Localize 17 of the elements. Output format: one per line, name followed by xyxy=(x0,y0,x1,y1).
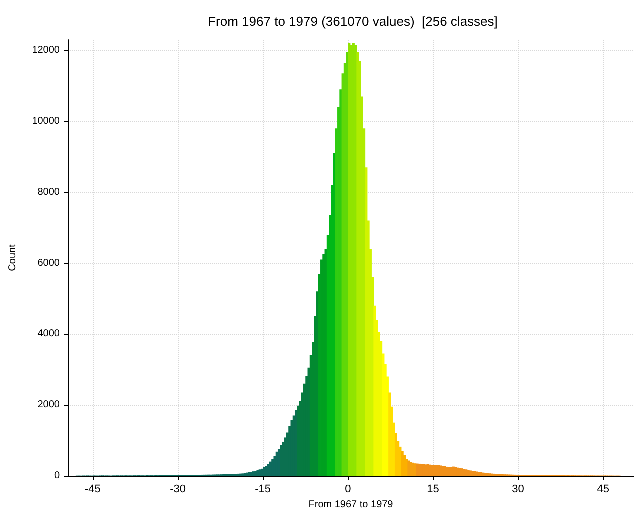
x-tick-label: 0 xyxy=(345,484,352,496)
y-tick-label: 4000 xyxy=(38,328,60,340)
x-tick-label: -45 xyxy=(85,484,101,496)
y-axis-title: Count xyxy=(8,244,18,272)
x-tick-label: -30 xyxy=(170,484,186,496)
x-tick-label: 15 xyxy=(427,484,440,496)
y-tick-label: 10000 xyxy=(32,116,60,128)
y-tick-label: 0 xyxy=(54,470,60,482)
x-tick-label: 30 xyxy=(512,484,524,496)
y-tick-label: 6000 xyxy=(38,258,60,269)
chart-title: From 1967 to 1979 (361070 values) [256 classes] xyxy=(208,14,498,29)
x-axis-title: From 1967 to 1979 xyxy=(308,500,394,510)
x-tick-label: 45 xyxy=(597,484,610,496)
y-tick-label: 8000 xyxy=(38,186,60,198)
y-tick-label: 12000 xyxy=(32,45,60,56)
x-tick-label: -15 xyxy=(255,484,272,496)
y-tick-label: 2000 xyxy=(38,400,60,411)
